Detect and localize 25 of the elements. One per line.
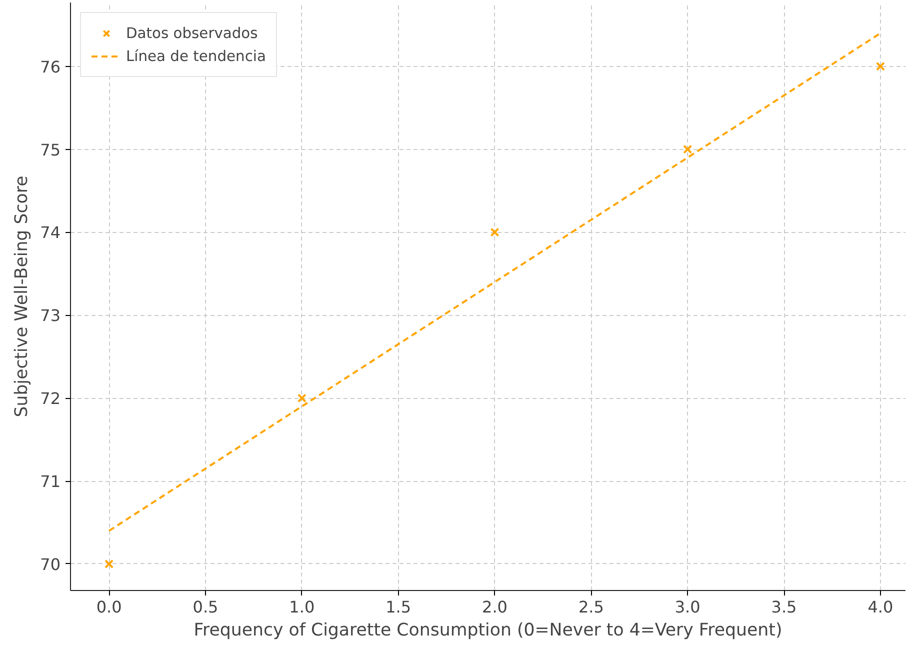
x-tick-label: 3.0: [674, 598, 700, 616]
y-tick-label: 71: [40, 472, 60, 492]
x-tick-label: 3.5: [771, 598, 797, 616]
y-tick-label: 70: [40, 554, 60, 574]
x-tick-label: 0.0: [96, 598, 122, 616]
x-tick-label: 0.5: [192, 598, 218, 616]
y-axis-title: Subjective Well-Being Score: [12, 176, 32, 418]
point: [683, 144, 692, 154]
x-tick-label: 2.5: [578, 598, 604, 616]
y-tick-label: 76: [40, 57, 60, 76]
legend-label: Datos observados: [126, 24, 258, 42]
point: [490, 228, 500, 237]
point: [876, 62, 885, 71]
point: [297, 394, 306, 403]
y-tick-label: 74: [40, 223, 60, 242]
x-tick-label: 1.0: [289, 598, 315, 616]
y-tick-label: 75: [40, 140, 60, 160]
y-tick-label: 72: [40, 389, 60, 408]
x-tick-label: 4.0: [868, 598, 894, 616]
x-tick-label: 1.5: [386, 598, 412, 616]
point: [104, 559, 114, 568]
x-tick-label: 2.0: [482, 598, 508, 616]
x-axis-title: Frequency of Cigarette Consumption (0=Never to 4=Very Frequent): [194, 620, 782, 640]
legend-label: Línea de tendencia: [126, 48, 266, 64]
y-tick-label: 73: [40, 306, 60, 326]
